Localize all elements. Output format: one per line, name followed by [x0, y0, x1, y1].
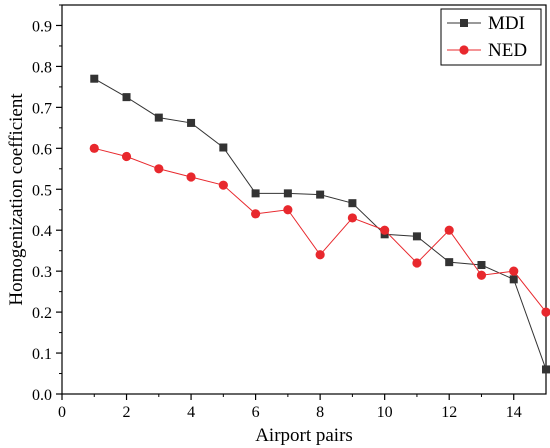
x-tick-label: 0 [58, 404, 66, 421]
data-point-mdi [283, 189, 292, 198]
data-point-ned [154, 164, 164, 174]
data-point-mdi [187, 118, 196, 127]
data-point-ned [509, 266, 519, 276]
data-point-ned [444, 225, 454, 235]
data-point-mdi [90, 74, 99, 83]
data-point-ned [121, 151, 132, 162]
data-point-ned [89, 143, 99, 153]
x-tick-label: 14 [506, 404, 522, 421]
data-point-ned [315, 250, 325, 260]
y-tick-label: 0.8 [32, 59, 52, 76]
legend-marker-ned [459, 45, 469, 55]
data-point-ned [541, 307, 550, 317]
plot-frame [61, 4, 547, 395]
y-tick-label: 0.4 [32, 223, 52, 240]
x-tick-label: 12 [441, 404, 457, 421]
x-axis-title: Airport pairs [255, 425, 353, 446]
y-tick-label: 0.3 [32, 264, 52, 281]
data-point-ned [186, 172, 196, 182]
chart-series [89, 74, 550, 374]
legend-marker-mdi [460, 19, 468, 27]
x-tick-label: 6 [252, 404, 260, 421]
data-point-ned [347, 213, 357, 223]
data-point-ned [218, 180, 228, 190]
x-tick-label: 4 [187, 404, 195, 421]
data-point-mdi [477, 261, 486, 270]
series-line-ned [94, 147, 547, 313]
data-point-mdi [316, 190, 325, 199]
data-point-ned [251, 209, 261, 219]
legend-label-ned: NED [488, 40, 527, 61]
y-tick-label: 0.0 [32, 387, 52, 404]
data-point-mdi [445, 258, 454, 267]
y-tick-label: 0.5 [32, 182, 52, 199]
data-point-mdi [542, 365, 550, 374]
x-tick-label: 2 [123, 404, 131, 421]
data-point-mdi [412, 232, 421, 241]
data-point-mdi [348, 199, 357, 208]
legend-box [440, 8, 542, 66]
x-tick-label: 8 [316, 404, 324, 421]
data-point-ned [380, 225, 390, 235]
data-point-ned [283, 205, 293, 215]
data-point-mdi [251, 189, 260, 198]
legend-label-mdi: MDI [488, 13, 525, 34]
data-point-mdi [122, 93, 131, 102]
chart-legend: MDI NED [440, 8, 542, 66]
y-tick-label: 0.1 [32, 346, 52, 363]
y-tick-label: 0.6 [32, 141, 52, 158]
y-tick-label: 0.7 [32, 100, 52, 117]
data-point-ned [476, 270, 487, 280]
y-tick-label: 0.2 [32, 305, 52, 322]
data-point-mdi [154, 113, 163, 122]
series-line-mdi [94, 78, 547, 370]
x-tick-label: 10 [377, 404, 393, 421]
y-tick-label: 0.9 [32, 18, 52, 35]
chart-axes: 0 2 4 6 8 10 12 14 0.0 0.1 0.2 0.3 0.4 0.5 0.6 0.7 0.8 0.… [6, 4, 547, 446]
y-axis-title: Homogenization coefficient [6, 93, 27, 306]
data-point-mdi [509, 275, 518, 284]
data-point-ned [412, 258, 422, 268]
data-point-mdi [219, 143, 228, 152]
